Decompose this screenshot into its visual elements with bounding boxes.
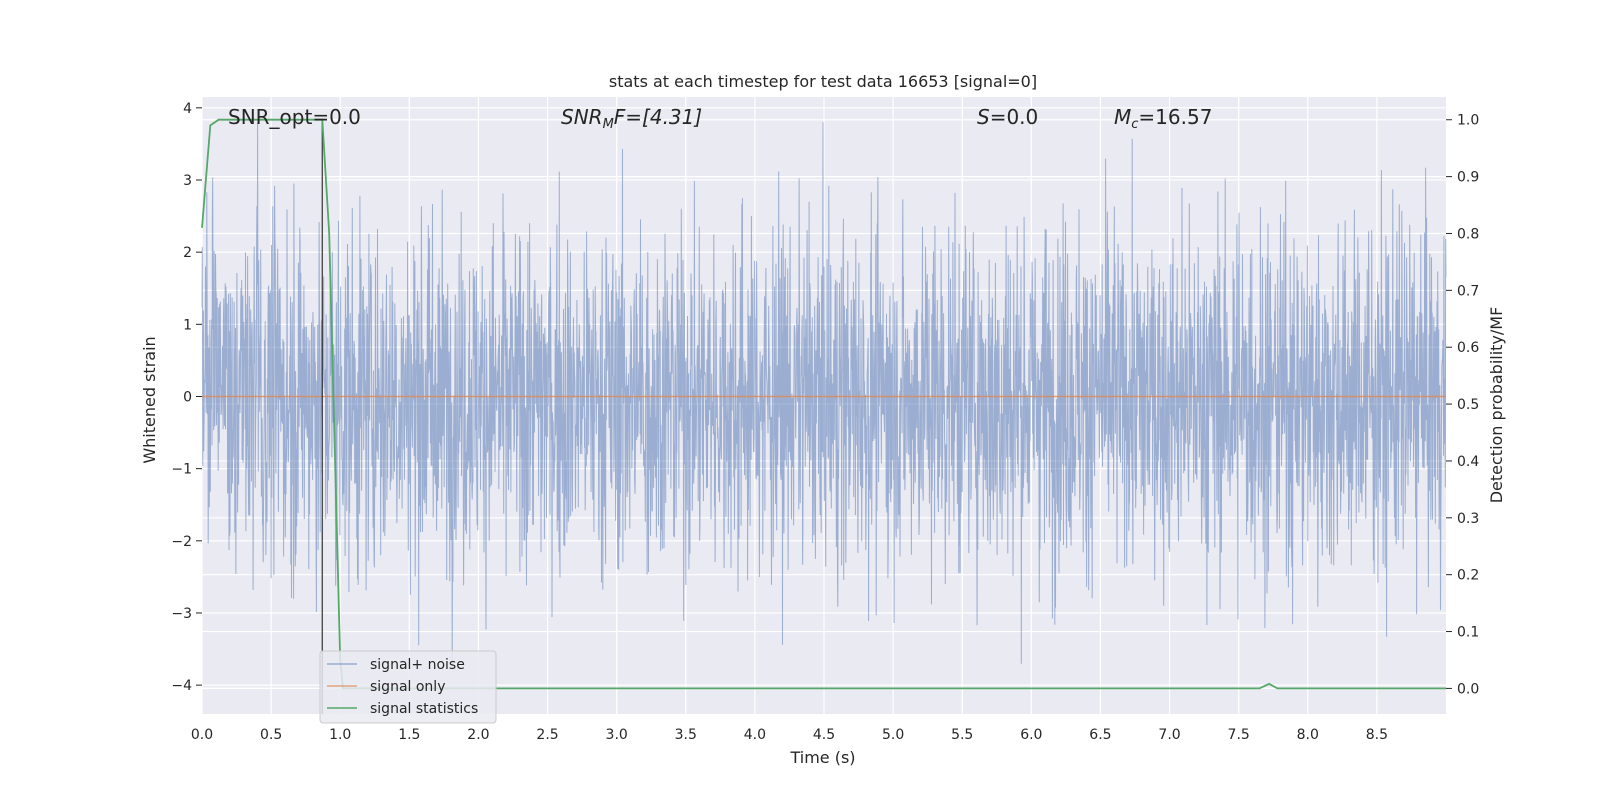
y-tick-label: 4 [183,101,192,117]
x-tick-label: 3.5 [675,727,697,743]
x-tick-label: 7.0 [1158,727,1180,743]
x-tick-label: 7.5 [1228,727,1250,743]
y2-tick-label: 0.2 [1457,568,1479,584]
x-tick-label: 4.5 [813,727,835,743]
y-tick-label: 0 [183,389,192,405]
chart-title: stats at each timestep for test data 166… [609,72,1037,91]
legend-box [319,650,497,724]
y2-tick-label: 0.5 [1457,397,1479,413]
y2-tick-label: 1.0 [1457,113,1479,129]
legend-label-signal-noise: signal+ noise [370,657,465,673]
x-tick-label: 5.0 [882,727,904,743]
y2-tick-label: 0.1 [1457,625,1479,641]
series-signal-noise-line [201,122,1447,671]
y2-axis-label: Detection probability/MF [1487,307,1506,504]
x-tick-label: 8.5 [1366,727,1388,743]
y-tick-label: −2 [171,534,192,550]
x-tick-label: 6.5 [1089,727,1111,743]
y2-tick-label: 0.0 [1457,681,1479,697]
y2-tick-label: 0.6 [1457,340,1479,356]
x-tick-label: 6.0 [1020,727,1042,743]
y2-tick-label: 0.3 [1457,511,1479,527]
x-tick-label: 1.5 [398,727,420,743]
x-tick-label: 1.0 [329,727,351,743]
legend-label-signal-only: signal only [370,679,445,695]
series-signal-statistics-line [201,118,1446,690]
y2-ticks: 1.0 0.9 0.8 0.7 0.6 0.5 0.4 0.3 0.2 0.1 0.0 [1446,113,1479,697]
x-tick-label: 5.5 [951,727,973,743]
x-tick-label: 0.5 [260,727,282,743]
annotation-snr-mf: SNRMF=[4.31] [561,105,702,132]
x-axis-label: Time (s) [789,748,855,767]
y-tick-label: −1 [171,462,192,478]
legend: signal+ noise signal only signal statist… [319,650,497,724]
y-tick-label: −3 [171,606,192,622]
y-tick-label: 2 [183,245,192,261]
y2-tick-label: 0.8 [1457,226,1479,242]
y-tick-label: −4 [171,678,192,694]
x-tick-label: 8.0 [1297,727,1319,743]
y2-tick-label: 0.7 [1457,283,1479,299]
y2-tick-label: 0.4 [1457,454,1479,470]
x-tick-label: 2.0 [467,727,489,743]
x-tick-label: 2.5 [536,727,558,743]
x-tick-label: 4.0 [744,727,766,743]
x-ticks: 0.0 0.5 1.0 1.5 2.0 2.5 3.0 3.5 4.0 4.5 5.0 5.5 6.0 6… [191,727,1388,743]
y-ticks: 4 3 2 1 0 −1 −2 −3 −4 [171,101,202,694]
annotation-s: S=0.0 [977,105,1038,129]
y2-tick-label: 0.9 [1457,170,1479,186]
y-axis-label: Whitened strain [140,336,159,463]
x-tick-label: 3.0 [606,727,628,743]
x-tick-label: 0.0 [191,727,213,743]
annotation-mc: Mc=16.57 [1114,105,1212,132]
legend-label-signal-statistics: signal statistics [370,701,478,717]
y-tick-label: 1 [183,317,192,333]
plot-series [201,118,1447,714]
y-tick-label: 3 [183,173,192,189]
annotation-snr-opt: SNR_opt=0.0 [228,105,361,129]
